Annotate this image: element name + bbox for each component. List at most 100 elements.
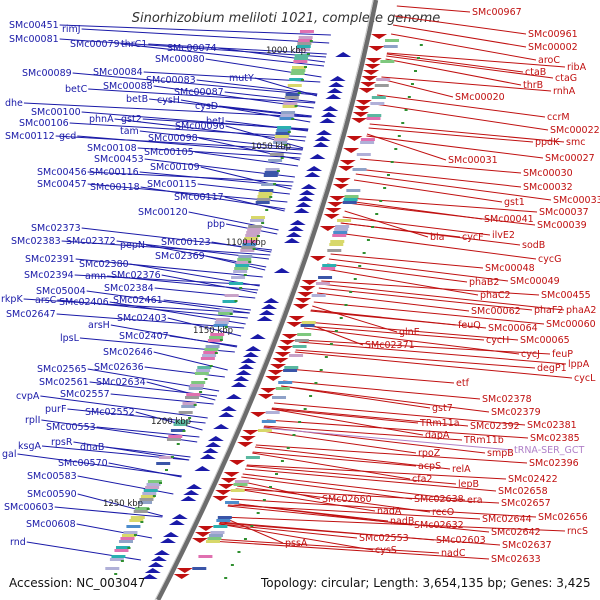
feature-block (346, 189, 361, 192)
gene-label: gst7 (432, 403, 453, 414)
gene-label: dnaB (80, 442, 104, 453)
leader-line (394, 15, 527, 35)
gene-label: era (467, 495, 483, 506)
feature-block (318, 276, 333, 279)
tick-marker (358, 265, 362, 267)
forward-gene-arrow (186, 484, 203, 489)
gene-label: SMc00020 (455, 92, 505, 103)
leader-line (23, 102, 312, 118)
leader-line (369, 123, 565, 143)
reverse-gene-arrow (274, 352, 291, 357)
leader-line (320, 283, 565, 311)
reverse-gene-arrow (334, 178, 351, 183)
tick-marker (182, 430, 186, 432)
gene-label: tam (120, 126, 139, 137)
tick-marker (230, 564, 234, 566)
feature-block (265, 411, 280, 414)
feature-block (334, 228, 349, 231)
gene-label: SMc00030 (523, 168, 573, 179)
leader-line (139, 130, 303, 150)
leader-line (344, 210, 429, 238)
gene-label: SMc00089 (22, 68, 72, 79)
forward-gene-arrow (194, 466, 211, 471)
leader-line (224, 196, 285, 212)
feature-block (230, 489, 245, 492)
leader-line (194, 151, 299, 167)
forward-gene-arrow (245, 346, 262, 351)
reverse-gene-arrow (286, 322, 303, 327)
tick-marker (375, 213, 379, 215)
gene-label: phaB2 (469, 277, 499, 288)
gene-label: nadA (377, 506, 402, 517)
tick-marker (243, 538, 247, 540)
forward-gene-arrow (316, 130, 333, 135)
gene-label: SMc02373 (31, 223, 81, 234)
tick-marker (407, 96, 411, 98)
forward-gene-arrow (287, 226, 304, 231)
forward-gene-arrow (300, 184, 317, 189)
scale-tick-1000: 1000 kbp (266, 46, 306, 56)
gene-label: SMc00116 (89, 167, 139, 178)
feature-block (268, 159, 283, 162)
reverse-gene-arrow (295, 298, 312, 303)
scale-tick-markers (114, 40, 423, 579)
tick-marker (170, 456, 174, 458)
feature-block (135, 507, 150, 510)
gene-label: cfa2 (412, 474, 432, 485)
feature-block (192, 567, 207, 570)
reverse-gene-arrow (229, 460, 246, 465)
feature-block (274, 135, 289, 138)
feature-block (233, 270, 248, 273)
leader-line (281, 385, 490, 413)
reverse-gene-arrow (327, 202, 344, 207)
reverse-gene-arrow (220, 478, 237, 483)
leader-line (55, 135, 303, 151)
gene-label: SMc02637 (502, 540, 552, 551)
gene-label: pssA (285, 538, 308, 549)
gene-label: recO (432, 507, 454, 518)
gene-label: phaC2 (480, 290, 511, 301)
gene-label: thrC1 (121, 39, 147, 50)
feature-block (105, 567, 120, 570)
feature-block (273, 138, 288, 141)
feature-block (168, 435, 183, 438)
forward-gene-arrow (306, 166, 323, 171)
tick-marker (401, 122, 405, 124)
feature-block (257, 429, 272, 432)
forward-gene-arrow (153, 550, 170, 555)
tick-marker (193, 404, 197, 406)
gene-label: SMc00961 (528, 29, 578, 40)
tick-marker (319, 369, 323, 371)
forward-gene-arrow (319, 118, 336, 123)
feature-block (237, 258, 252, 261)
feature-block (259, 189, 274, 192)
tick-marker (362, 252, 366, 254)
leader-line (219, 522, 501, 546)
forward-gene-arrow (249, 334, 266, 339)
scale-tick-1050: 1050 kbp (251, 142, 291, 152)
reverse-gene-arrow (343, 148, 360, 153)
leader-line (222, 516, 566, 532)
leader-line (313, 301, 545, 325)
tick-marker (120, 560, 124, 562)
gene-label: SMc02660 (322, 494, 372, 505)
leader-line (305, 322, 364, 346)
feature-block (228, 282, 243, 285)
feature-block (291, 69, 306, 72)
feature-block (182, 402, 197, 405)
feature-block (139, 498, 154, 501)
tick-marker (265, 209, 269, 211)
tick-marker (390, 161, 394, 163)
leader-line (88, 88, 316, 104)
feature-block (170, 429, 185, 432)
tick-marker (199, 391, 203, 393)
gene-label: SMc02642 (491, 527, 541, 538)
leader-line (211, 538, 440, 554)
leader-line (355, 173, 552, 201)
gene-label: SMc00049 (510, 276, 560, 287)
gene-label: SMc02603 (436, 535, 486, 546)
gene-label: SMc02461 (113, 295, 163, 306)
reverse-gene-arrow (358, 88, 375, 93)
feature-block (224, 294, 239, 297)
feature-block (225, 501, 240, 504)
